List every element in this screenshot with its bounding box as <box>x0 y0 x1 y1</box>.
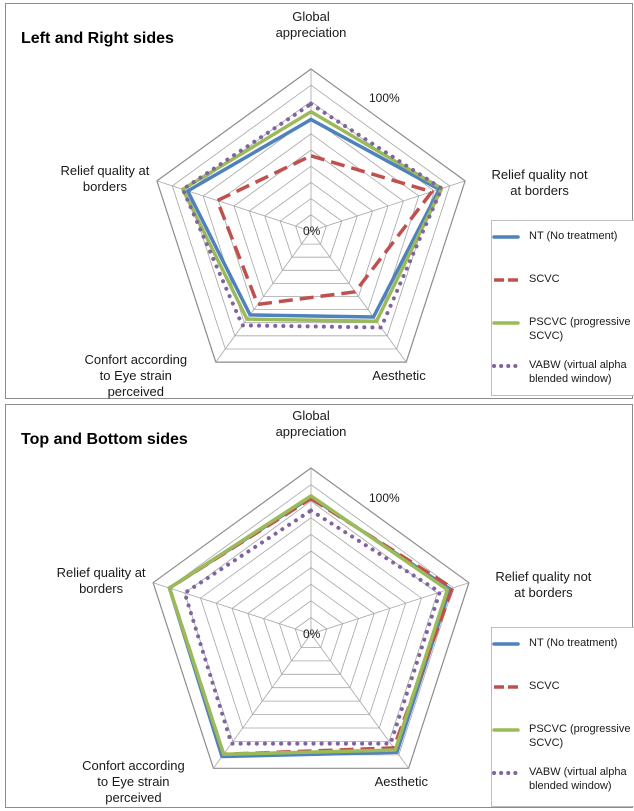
axis-label-line: borders <box>79 580 124 596</box>
legend-item-2: PSCVC (progressive SCVC) <box>492 315 634 347</box>
grid-ring <box>264 181 358 271</box>
axis-label-2: Aesthetic <box>375 774 455 790</box>
legend: NT (No treatment) SCVC PSCVC (progressive … <box>491 627 634 807</box>
chart-title: Left and Right sides <box>21 30 174 47</box>
legend-label: VABW (virtual alpha blended window) <box>529 766 627 792</box>
axis-label-line: perceived <box>107 384 164 400</box>
radar-plot-area <box>156 68 466 363</box>
grid-ring <box>248 165 374 284</box>
axis-label-line: to Eye strain <box>99 368 172 384</box>
legend-item-0: NT (No treatment) <box>492 229 634 261</box>
axis-label-line: Relief quality not <box>491 166 588 182</box>
axis-spoke <box>152 582 312 635</box>
axis-label-line: Confort according <box>82 758 185 774</box>
legend-swatch <box>492 321 520 325</box>
series-1-line <box>215 154 434 307</box>
axis-label-3: Confort according to Eye strain perceived <box>63 758 203 806</box>
chart-title: Top and Bottom sides <box>21 431 188 448</box>
axis-label-4: Relief quality at borders <box>45 163 165 195</box>
legend-item-0: NT (No treatment) <box>492 636 634 668</box>
legend-swatch <box>492 728 520 732</box>
grid-ring <box>231 550 391 702</box>
axis-label-0: Global appreciation <box>246 408 376 440</box>
legend-label: NT (No treatment) <box>529 637 618 649</box>
radar-chart-left-right: Left and Right sides Global appreciation R… <box>5 3 634 400</box>
series-3-line <box>180 102 444 330</box>
legend-swatch <box>492 235 520 239</box>
axis-label-2: Aesthetic <box>372 368 452 384</box>
axis-label-0: Global appreciation <box>246 9 376 41</box>
axis-label-line: at borders <box>514 584 573 600</box>
series-0-line <box>185 117 441 319</box>
axis-label-line: Relief quality at <box>60 162 150 178</box>
grid-ring <box>171 84 451 350</box>
grid-ring <box>278 600 344 662</box>
tick-label-100: 100% <box>369 491 400 506</box>
axis-spoke <box>310 230 407 363</box>
legend-label: SCVC <box>529 680 560 692</box>
axis-label-line: at borders <box>510 182 569 198</box>
legend-item-1: SCVC <box>492 272 634 304</box>
axis-label-line: Relief quality at <box>56 564 146 580</box>
axis-spoke <box>310 582 470 635</box>
axis-label-line: borders <box>82 178 127 194</box>
series-2-line <box>167 494 450 757</box>
tick-label-0: 0% <box>303 627 321 641</box>
axis-spoke <box>213 633 312 769</box>
axis-label-line: Aesthetic <box>372 368 426 384</box>
axis-label-line: appreciation <box>275 25 347 40</box>
legend-swatch <box>494 685 518 689</box>
grid-ring <box>156 68 466 363</box>
legend-item-3: VABW (virtual alpha blended window) <box>492 765 634 797</box>
axis-label-line: Relief quality not <box>495 568 592 584</box>
legend-label: PSCVC (progressive SCVC) <box>529 316 631 342</box>
legend-item-2: PSCVC (progressive SCVC) <box>492 722 634 754</box>
legend-label: SCVC <box>529 273 560 285</box>
legend-label: NT (No treatment) <box>529 230 618 242</box>
grid-ring <box>247 567 375 689</box>
tick-label-100: 100% <box>369 91 400 106</box>
legend-label: VABW (virtual alpha blended window) <box>529 359 627 385</box>
axis-label-1: Relief quality not at borders <box>477 167 602 199</box>
grid-ring <box>215 533 407 716</box>
axis-spoke <box>215 230 312 363</box>
axis-label-3: Confort according to Eye strain perceived <box>66 352 206 400</box>
legend-item-3: VABW (virtual alpha blended window) <box>492 358 634 390</box>
axis-label-line: Global <box>292 9 330 24</box>
axis-spoke <box>310 633 409 769</box>
grid-ring <box>295 214 327 245</box>
axis-label-line: Global <box>292 408 330 423</box>
radar-chart-top-bottom: Top and Bottom sides Global appreciation R… <box>5 404 634 808</box>
legend: NT (No treatment) SCVC PSCVC (progressive … <box>491 220 634 396</box>
axis-label-line: perceived <box>105 790 162 806</box>
axis-label-line: Confort according <box>84 352 188 368</box>
radar-plot-area <box>152 467 470 769</box>
legend-swatch <box>494 278 518 282</box>
axis-label-line: appreciation <box>275 424 347 439</box>
legend-swatch <box>492 771 520 775</box>
tick-label-0: 0% <box>303 224 321 238</box>
grid-ring <box>263 583 359 675</box>
grid-ring <box>218 133 404 311</box>
axis-label-1: Relief quality not at borders <box>481 569 606 601</box>
grid-ring <box>200 517 422 729</box>
axis-spoke <box>156 180 312 232</box>
axis-label-4: Relief quality at borders <box>41 565 161 597</box>
legend-swatch <box>492 364 520 368</box>
legend-swatch <box>492 642 520 646</box>
grid-ring <box>279 198 343 258</box>
grid-ring <box>294 616 328 648</box>
axis-label-line: to Eye strain <box>97 774 170 790</box>
legend-label: PSCVC (progressive SCVC) <box>529 723 631 749</box>
legend-item-1: SCVC <box>492 679 634 711</box>
grid-ring <box>152 467 470 769</box>
axis-label-line: Aesthetic <box>374 774 429 790</box>
